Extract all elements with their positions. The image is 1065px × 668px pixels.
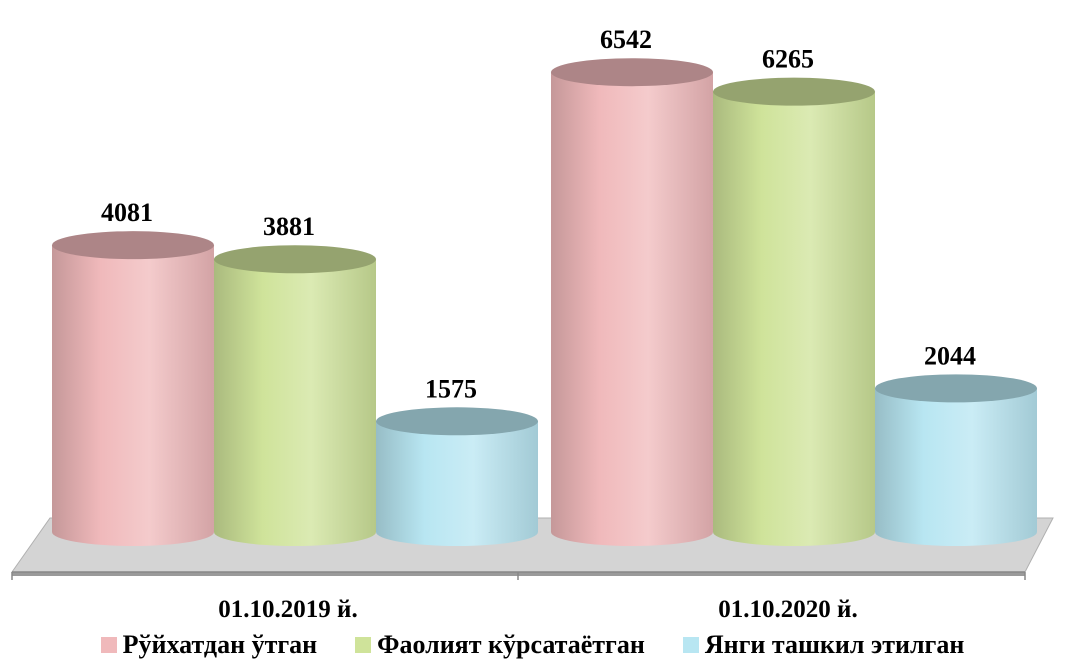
bar [52,231,214,546]
legend-swatch [100,637,117,653]
legend-item: Рўйхатдан ўтган [100,630,318,660]
bar [551,58,713,546]
legend-label: Янги ташкил этилган [704,630,965,659]
x-tick-label: 01.10.2019 й. [218,596,357,622]
bar-body [376,421,538,546]
bar-top [52,231,214,260]
bar [875,374,1037,546]
data-label: 3881 [263,212,315,241]
bar-body [52,245,214,546]
bar [376,407,538,546]
bar-body [713,91,875,546]
legend-item: Янги ташкил этилган [682,630,965,660]
data-label-group: 4081 3881 1575 6542 6265 2044 [101,25,976,403]
bar-top [376,407,538,436]
bar-body [214,259,376,546]
data-label: 2044 [924,341,976,370]
bar-top [875,374,1037,403]
data-label: 4081 [101,198,153,227]
legend-item: Фаолият кўрсатаётган [355,630,645,660]
x-tick-label: 01.10.2020 й. [718,596,857,622]
x-axis: 01.10.2019 й. 01.10.2020 й. [11,571,1026,622]
bar-series-group [52,58,1037,546]
legend-label: Рўйхатдан ўтган [122,630,318,659]
data-label: 6265 [762,45,814,74]
chart-legend: Рўйхатдан ўтган Фаолият кўрсатаётган Янги … [0,622,1065,668]
bar-body [875,388,1037,546]
legend-swatch [355,637,372,653]
legend-swatch [682,637,699,653]
bar-top [713,77,875,106]
data-label: 1575 [425,374,477,403]
bar [713,77,875,546]
legend-label: Фаолият кўрсатаётган [377,630,645,659]
bar-body [551,72,713,546]
data-label: 6542 [600,25,652,54]
bar [214,245,376,546]
bar-top [214,245,376,274]
bar-top [551,58,713,87]
